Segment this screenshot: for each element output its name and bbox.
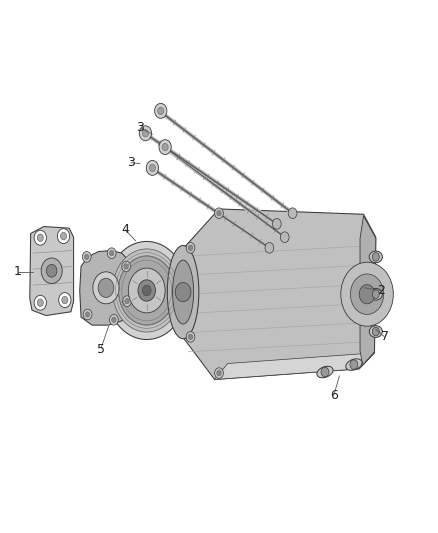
Circle shape <box>123 296 131 306</box>
Circle shape <box>106 241 187 340</box>
Text: 3: 3 <box>127 156 134 169</box>
Circle shape <box>162 143 168 151</box>
Circle shape <box>128 268 165 313</box>
Ellipse shape <box>317 366 333 378</box>
Circle shape <box>113 249 181 332</box>
Circle shape <box>350 360 358 369</box>
Circle shape <box>350 274 384 314</box>
Circle shape <box>188 245 193 251</box>
Polygon shape <box>182 209 376 379</box>
Circle shape <box>82 252 91 262</box>
Text: 1: 1 <box>14 265 21 278</box>
Polygon shape <box>30 227 74 316</box>
Circle shape <box>175 282 191 302</box>
Text: 3: 3 <box>136 122 144 134</box>
Circle shape <box>186 332 195 342</box>
Ellipse shape <box>369 251 382 263</box>
Ellipse shape <box>369 288 382 300</box>
Circle shape <box>83 309 92 320</box>
Circle shape <box>359 285 375 304</box>
Circle shape <box>62 296 68 304</box>
Circle shape <box>107 248 116 259</box>
Circle shape <box>272 219 281 229</box>
Circle shape <box>372 253 379 261</box>
Circle shape <box>46 264 57 277</box>
Polygon shape <box>80 251 131 325</box>
Ellipse shape <box>346 359 362 370</box>
Text: 6: 6 <box>330 389 338 402</box>
Ellipse shape <box>173 260 194 324</box>
Circle shape <box>188 334 193 340</box>
Circle shape <box>110 314 118 325</box>
Circle shape <box>186 243 195 253</box>
Circle shape <box>118 256 175 325</box>
Circle shape <box>142 130 148 137</box>
Text: 7: 7 <box>381 330 389 343</box>
Circle shape <box>159 140 171 155</box>
Circle shape <box>60 232 67 240</box>
Circle shape <box>57 229 70 244</box>
Circle shape <box>155 103 167 118</box>
Circle shape <box>85 254 89 260</box>
Circle shape <box>125 298 129 304</box>
Ellipse shape <box>369 326 382 337</box>
Text: 5: 5 <box>97 343 105 356</box>
Circle shape <box>41 258 62 284</box>
Circle shape <box>288 208 297 219</box>
Circle shape <box>372 327 379 336</box>
Circle shape <box>265 243 274 253</box>
Circle shape <box>217 370 221 376</box>
Circle shape <box>341 262 393 326</box>
Circle shape <box>149 164 155 172</box>
Circle shape <box>85 312 90 317</box>
Ellipse shape <box>167 245 199 339</box>
Polygon shape <box>360 216 376 365</box>
Circle shape <box>146 160 159 175</box>
Polygon shape <box>215 353 374 379</box>
Circle shape <box>280 232 289 243</box>
Circle shape <box>98 278 114 297</box>
Circle shape <box>37 234 43 241</box>
Circle shape <box>110 251 114 256</box>
Circle shape <box>112 317 116 322</box>
Circle shape <box>158 107 164 115</box>
Circle shape <box>138 280 155 301</box>
Text: 4: 4 <box>121 223 129 236</box>
Text: 2: 2 <box>377 284 385 297</box>
Circle shape <box>34 230 46 245</box>
Circle shape <box>142 285 151 296</box>
Circle shape <box>37 299 43 306</box>
Circle shape <box>124 264 128 269</box>
Circle shape <box>93 272 119 304</box>
Circle shape <box>215 208 223 219</box>
Circle shape <box>122 261 131 272</box>
Circle shape <box>321 367 329 377</box>
Circle shape <box>372 290 379 298</box>
Circle shape <box>217 211 221 216</box>
Circle shape <box>34 295 46 310</box>
Circle shape <box>215 368 223 378</box>
Circle shape <box>59 293 71 308</box>
Circle shape <box>139 126 152 141</box>
